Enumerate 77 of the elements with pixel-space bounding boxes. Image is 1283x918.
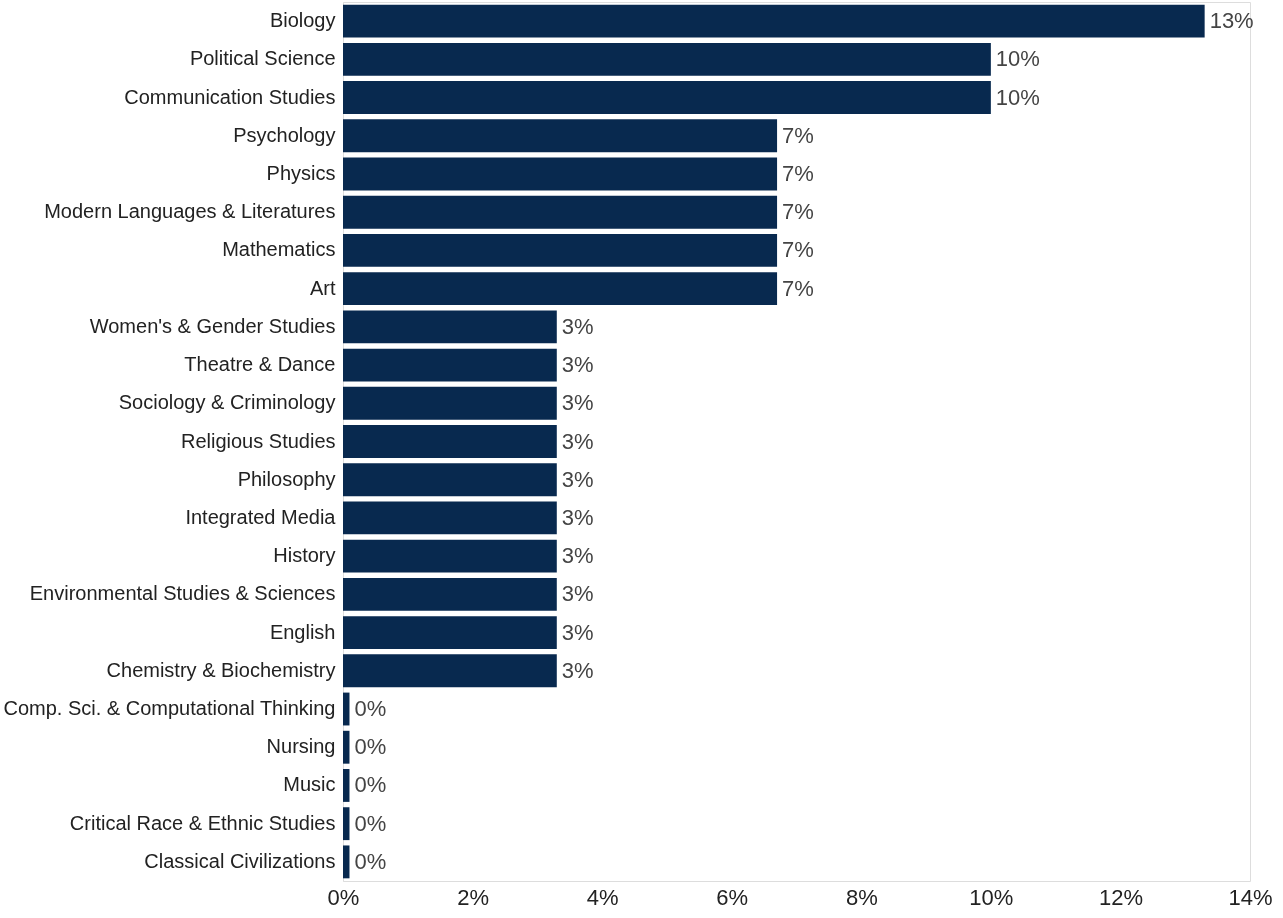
data-label: 7% (782, 160, 814, 186)
y-tick-label: Communication Studies (124, 85, 336, 108)
data-label: 3% (561, 504, 594, 530)
data-label: 10% (995, 84, 1040, 110)
y-tick-label: Integrated Media (185, 505, 337, 528)
bar (343, 272, 778, 306)
y-tick-label: Biology (269, 9, 336, 32)
data-label: 3% (561, 390, 594, 416)
bar (343, 195, 778, 229)
data-label: 0% (354, 772, 387, 798)
data-label: 3% (561, 619, 594, 645)
data-label: 3% (561, 428, 594, 454)
y-tick-label: Music (283, 773, 336, 796)
y-tick-label: Political Science (189, 47, 336, 70)
bar (343, 386, 557, 420)
y-tick-label: Psychology (233, 123, 336, 146)
data-label: 3% (561, 466, 594, 492)
bar (343, 539, 557, 573)
y-tick-label: History (273, 544, 336, 567)
data-label: 3% (561, 352, 594, 378)
y-tick-label: Sociology & Criminology (118, 391, 336, 414)
bar (343, 463, 557, 497)
x-tick-label: 4% (586, 884, 619, 910)
x-tick-label: 8% (845, 884, 878, 910)
y-tick-label: Classical Civilizations (144, 849, 336, 872)
bar (343, 654, 557, 688)
y-tick-label: Philosophy (237, 467, 336, 490)
y-tick-label: Women's & Gender Studies (89, 314, 336, 337)
y-tick-label: Religious Studies (180, 429, 336, 452)
x-tick-label: 0% (327, 884, 360, 910)
y-tick-label: Art (309, 276, 336, 299)
data-label: 7% (782, 122, 814, 148)
bar (343, 81, 991, 114)
bar (343, 42, 991, 76)
bar (343, 233, 778, 267)
data-label: 0% (354, 810, 387, 836)
data-label: 7% (782, 237, 814, 263)
y-tick-label: Nursing (266, 735, 336, 758)
data-label: 3% (561, 657, 594, 683)
x-tick-label: 12% (1098, 884, 1143, 910)
y-tick-label: English (269, 620, 336, 643)
bar (343, 577, 557, 611)
y-tick-label: Environmental Studies & Sciences (29, 582, 336, 605)
bar (343, 4, 1205, 38)
bar (343, 730, 350, 764)
data-label: 0% (354, 734, 387, 760)
bar (343, 310, 557, 344)
data-label: 10% (995, 46, 1040, 72)
bar (343, 807, 350, 841)
x-tick-label: 10% (969, 884, 1014, 910)
bar (343, 501, 557, 535)
data-label: 7% (782, 199, 814, 225)
y-tick-label: Physics (266, 161, 336, 184)
bar (343, 845, 350, 879)
y-tick-label: Theatre & Dance (184, 353, 336, 376)
bar (343, 348, 557, 382)
x-tick-label: 2% (457, 884, 489, 910)
data-label: 0% (354, 696, 387, 722)
y-tick-label: Chemistry & Biochemistry (106, 658, 336, 681)
bar (343, 692, 350, 726)
y-tick-label: Mathematics (222, 238, 336, 261)
bar (343, 119, 778, 153)
bar (343, 157, 778, 191)
data-label: 13% (1209, 8, 1254, 34)
y-tick-label: Comp. Sci. & Computational Thinking (3, 697, 336, 720)
data-label: 7% (782, 275, 814, 301)
y-tick-label: Modern Languages & Literatures (44, 200, 336, 223)
data-label: 0% (354, 848, 387, 874)
data-label: 3% (561, 581, 594, 607)
y-tick-label: Critical Race & Ethnic Studies (69, 811, 336, 834)
bar (343, 769, 350, 802)
bar (343, 425, 557, 458)
x-tick-label: 14% (1228, 884, 1273, 910)
bar (343, 616, 557, 650)
data-label: 3% (561, 313, 594, 339)
x-tick-label: 6% (716, 884, 749, 910)
data-label: 3% (561, 543, 594, 569)
